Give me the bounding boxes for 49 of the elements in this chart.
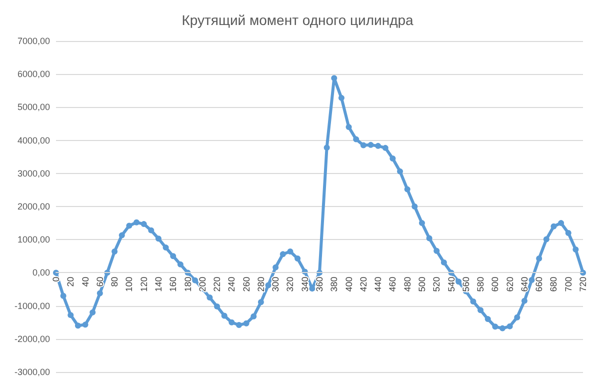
x-tick-label: 180	[182, 276, 193, 292]
x-tick-label: 540	[446, 276, 456, 292]
x-tick-label: 40	[80, 276, 90, 287]
x-tick-label: 280	[256, 276, 266, 292]
y-tick-label: 0,00	[32, 268, 50, 278]
x-tick-label: 580	[476, 276, 486, 292]
x-tick-label: 100	[124, 276, 134, 292]
x-tick-label: 200	[197, 276, 208, 292]
x-tick-label: 20	[66, 276, 76, 287]
x-tick-label: 240	[226, 276, 237, 292]
x-tick-label: 560	[460, 276, 471, 292]
x-tick-label: 640	[519, 276, 530, 292]
x-tick-label: 420	[358, 276, 368, 292]
y-tick-label: 5000,00	[17, 102, 50, 112]
x-tick-label: 680	[548, 276, 559, 292]
x-tick-label: 700	[563, 276, 574, 292]
x-tick-label: 340	[300, 276, 310, 292]
x-tick-label: 220	[212, 276, 222, 292]
x-tick-label: 300	[270, 276, 281, 292]
x-tick-label: 600	[490, 276, 500, 292]
y-tick-label: 4000,00	[17, 135, 50, 146]
chart-title: Крутящий момент одного цилиндра	[182, 12, 414, 28]
x-tick-label: 80	[110, 276, 120, 287]
x-tick-label: 120	[138, 276, 149, 292]
x-tick-label: 520	[432, 276, 442, 292]
x-tick-label: 460	[388, 276, 398, 292]
x-tick-label: 260	[241, 276, 252, 292]
x-tick-label: 140	[153, 276, 164, 292]
x-tick-label: 660	[534, 276, 544, 292]
x-tick-label: 160	[168, 276, 178, 292]
y-tick-label: -3000,00	[14, 367, 50, 377]
y-tick-label: -1000,00	[14, 300, 50, 311]
y-tick-label: 3000,00	[17, 168, 50, 178]
y-tick-label: 6000,00	[17, 69, 50, 80]
x-tick-label: 500	[416, 276, 427, 292]
y-tick-label: 1000,00	[17, 234, 50, 245]
x-tick-label: 320	[285, 276, 296, 292]
x-tick-label: 480	[402, 276, 412, 292]
x-tick-label: 620	[504, 276, 515, 292]
y-tick-label: 7000,00	[17, 36, 50, 46]
x-tick-label: 720	[578, 276, 588, 292]
x-tick-label: 380	[329, 276, 340, 292]
y-tick-label: 2000,00	[17, 202, 50, 212]
x-tick-label: 400	[344, 276, 354, 292]
x-tick-label: 0	[51, 276, 61, 282]
x-tick-label: 440	[373, 276, 384, 292]
y-tick-label: -2000,00	[14, 334, 50, 344]
x-tick-label: 60	[94, 276, 105, 287]
x-tick-label: 360	[314, 276, 324, 292]
